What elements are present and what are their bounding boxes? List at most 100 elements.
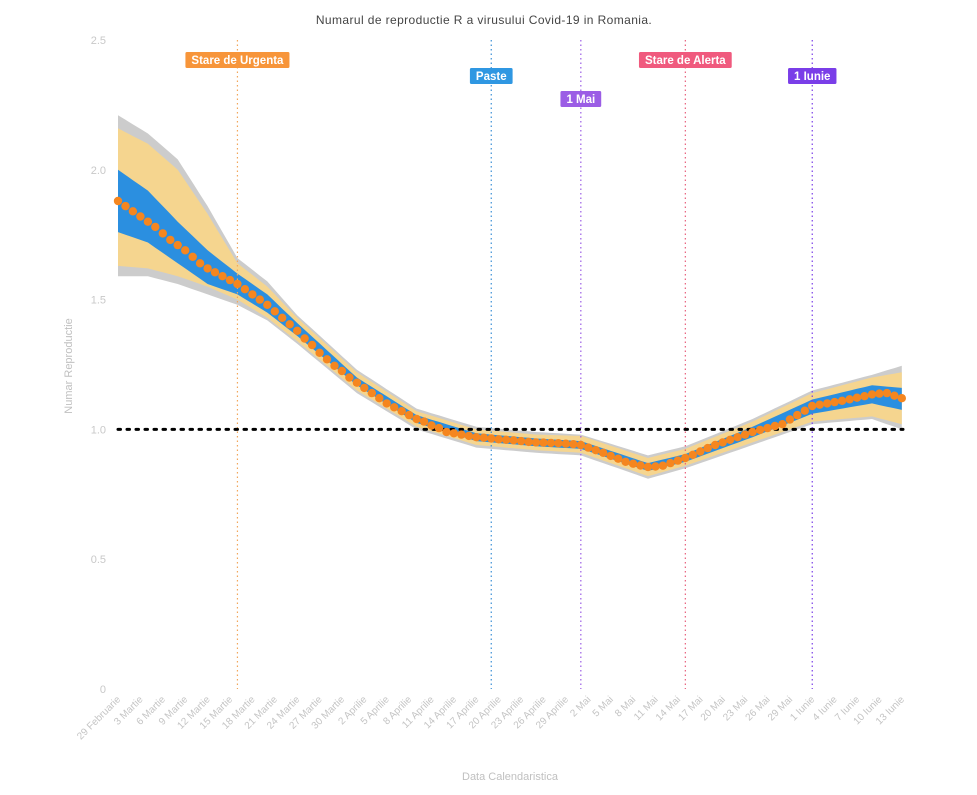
r-point bbox=[419, 417, 429, 426]
r-point bbox=[584, 443, 593, 452]
r-point bbox=[703, 443, 712, 453]
r-point bbox=[203, 264, 212, 273]
r-point bbox=[636, 461, 645, 470]
r-point bbox=[815, 400, 824, 409]
r-point bbox=[621, 457, 630, 466]
r-point bbox=[867, 390, 877, 399]
chart-title: Numarul de reproductie R a virusului Cov… bbox=[316, 13, 652, 27]
event-lines bbox=[236, 40, 813, 689]
annotation-label: Paste bbox=[476, 71, 507, 83]
r-point bbox=[763, 423, 772, 433]
r-point bbox=[561, 439, 571, 448]
r-point bbox=[673, 456, 683, 465]
r-point bbox=[307, 340, 317, 350]
annotation-1-mai: 1 Mai bbox=[560, 91, 602, 107]
y-tick-label: 1.5 bbox=[91, 295, 106, 307]
r-point bbox=[666, 458, 675, 468]
r-point bbox=[233, 279, 242, 289]
r-point bbox=[278, 313, 287, 322]
r-point bbox=[554, 439, 563, 448]
r-point bbox=[860, 392, 869, 401]
r-point bbox=[427, 421, 436, 430]
r-point bbox=[546, 438, 556, 448]
r-point bbox=[464, 431, 474, 441]
r-point bbox=[330, 361, 339, 370]
annotation-box bbox=[638, 52, 732, 68]
r-point bbox=[352, 378, 362, 387]
r-point bbox=[696, 447, 705, 456]
r-point bbox=[166, 235, 175, 245]
r-point bbox=[472, 433, 481, 442]
r-point bbox=[382, 399, 391, 408]
r-point bbox=[434, 423, 444, 433]
annotation-stare-de-alerta: Stare de Alerta bbox=[638, 52, 732, 68]
r-point bbox=[748, 427, 757, 437]
r-point bbox=[785, 415, 795, 424]
r-point bbox=[524, 437, 533, 447]
r-point bbox=[412, 414, 421, 424]
y-axis-ticks: 0 0.5 1.0 1.5 2.0 2.5 bbox=[91, 35, 106, 696]
y-tick-label: 1.0 bbox=[91, 424, 106, 436]
annotation-label: Stare de Urgenta bbox=[191, 55, 284, 67]
r-point bbox=[755, 425, 765, 435]
annotation-1-iunie: 1 Iunie bbox=[788, 68, 837, 84]
r-point bbox=[516, 436, 526, 446]
r-point bbox=[740, 430, 750, 439]
r-point bbox=[800, 406, 809, 415]
r-point bbox=[509, 436, 518, 445]
r-point bbox=[479, 433, 488, 442]
r-point bbox=[285, 320, 294, 329]
r-point bbox=[808, 401, 817, 411]
r-point bbox=[487, 434, 496, 443]
r-point bbox=[210, 268, 220, 277]
r-point bbox=[293, 326, 302, 335]
r-point bbox=[599, 448, 608, 457]
r-point bbox=[143, 217, 153, 226]
r-point bbox=[897, 394, 906, 403]
r-point bbox=[113, 196, 123, 206]
y-tick-label: 2.0 bbox=[91, 165, 106, 177]
r-point bbox=[793, 410, 802, 420]
r-point bbox=[770, 421, 780, 431]
r-point bbox=[248, 290, 257, 299]
r-point bbox=[569, 440, 578, 449]
r-point bbox=[531, 438, 541, 447]
r-series-points bbox=[113, 196, 906, 472]
r-point bbox=[539, 438, 548, 447]
y-tick-label: 0.5 bbox=[91, 554, 106, 566]
r-point bbox=[136, 212, 145, 221]
r-point bbox=[337, 366, 347, 376]
r-point bbox=[195, 259, 205, 268]
r-point bbox=[128, 207, 138, 216]
y-tick-label: 0 bbox=[100, 684, 106, 696]
annotation-box bbox=[788, 68, 837, 84]
r-point bbox=[681, 453, 690, 463]
event-annotations: Stare de Urgenta Paste 1 Mai Stare de Alert… bbox=[185, 52, 837, 107]
r-point bbox=[576, 440, 585, 450]
r-point bbox=[823, 399, 832, 408]
r-point bbox=[322, 355, 332, 364]
r-point bbox=[270, 307, 279, 316]
r-point bbox=[614, 454, 623, 463]
r-point bbox=[151, 222, 160, 232]
r-point bbox=[882, 388, 892, 398]
r-point bbox=[643, 462, 653, 472]
r-point bbox=[315, 348, 324, 357]
r-point bbox=[255, 295, 264, 304]
r-point bbox=[725, 435, 735, 444]
r-point bbox=[300, 334, 309, 343]
r-point bbox=[397, 407, 406, 416]
x-tick-label: 5 Mai bbox=[591, 694, 616, 719]
r-point bbox=[390, 403, 399, 412]
r-point bbox=[830, 397, 839, 407]
r-point bbox=[457, 430, 466, 439]
x-axis-label: Data Calendaristica bbox=[462, 771, 559, 783]
r-point bbox=[367, 388, 376, 398]
r-point bbox=[591, 446, 600, 455]
r-point bbox=[173, 240, 182, 250]
r-point bbox=[442, 427, 451, 437]
annotation-paste: Paste bbox=[469, 68, 513, 84]
r-point bbox=[263, 300, 272, 309]
r-point bbox=[345, 373, 354, 382]
